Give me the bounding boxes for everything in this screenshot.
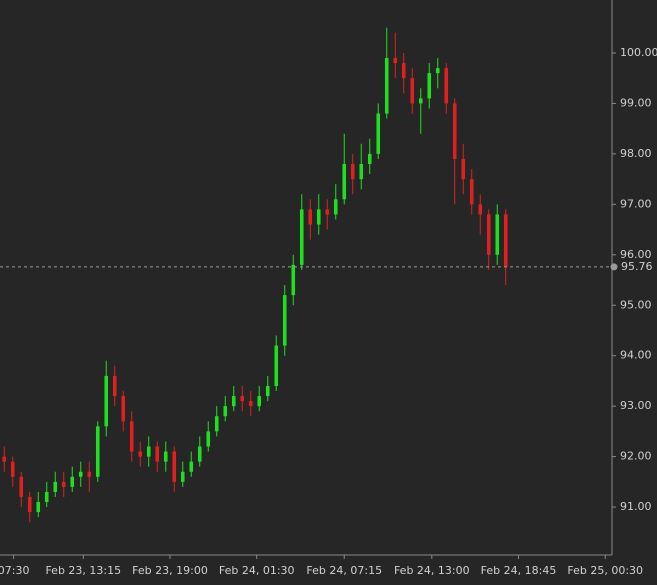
x-tick-label: 07:30 — [0, 564, 29, 577]
y-tick-label: 93.00 — [620, 399, 652, 412]
candle-body — [19, 476, 24, 497]
candle-body — [265, 385, 270, 397]
x-tick-label: Feb 23, 19:00 — [132, 564, 208, 577]
candle-body — [36, 502, 41, 513]
candle-body — [214, 416, 219, 432]
candle-body — [367, 153, 372, 164]
x-tick-label: Feb 24, 07:15 — [306, 564, 382, 577]
candle-body — [308, 209, 313, 225]
candle-body — [27, 496, 32, 513]
candle-body — [44, 491, 49, 503]
candle-body — [452, 103, 457, 159]
y-tick-label: 98.00 — [620, 147, 652, 160]
candle-body — [274, 345, 279, 386]
y-tick-label: 95.00 — [620, 298, 652, 311]
candle-body — [384, 58, 389, 114]
candle-body — [87, 471, 92, 477]
candle-body — [53, 481, 58, 492]
candle-body — [410, 78, 415, 104]
candle-body — [189, 461, 194, 472]
candle-body — [418, 98, 423, 104]
last-price-dot — [610, 263, 618, 271]
candle-body — [70, 476, 75, 487]
x-tick-label: Feb 25, 00:30 — [567, 564, 643, 577]
x-tick-label: Feb 24, 18:45 — [481, 564, 557, 577]
candle-body — [469, 179, 474, 205]
y-tick-label: 91.00 — [620, 500, 652, 513]
candle-body — [359, 163, 364, 180]
x-tick-label: Feb 24, 01:30 — [219, 564, 295, 577]
candle-body — [435, 68, 440, 74]
y-tick-label: 92.00 — [620, 450, 652, 463]
candle-body — [121, 396, 126, 422]
candle-body — [486, 214, 491, 255]
candle-body — [342, 163, 347, 200]
candle-body — [180, 471, 185, 482]
candle-body — [248, 401, 253, 407]
y-tick-label: 100.00 — [620, 46, 657, 59]
candle-body — [376, 113, 381, 154]
candle-body — [444, 68, 449, 104]
candle-body — [163, 451, 168, 462]
y-tick-label: 96.00 — [620, 248, 652, 261]
candle-body — [461, 158, 466, 180]
candle-body — [478, 204, 483, 215]
y-tick-label: 97.00 — [620, 197, 652, 210]
candle-body — [146, 446, 151, 457]
candle-body — [78, 471, 83, 477]
last-price-label: 95.76 — [621, 260, 653, 273]
candle-body — [231, 396, 236, 407]
candle-body — [112, 375, 117, 397]
candle-body — [325, 209, 330, 215]
candle-body — [197, 446, 202, 462]
candle-body — [223, 406, 228, 417]
candle-body — [138, 451, 143, 457]
candle-body — [282, 295, 287, 346]
candle-body — [240, 396, 245, 402]
candle-body — [61, 481, 66, 487]
candle-body — [503, 214, 508, 267]
x-tick-label: Feb 24, 13:00 — [394, 564, 470, 577]
candle-body — [495, 214, 500, 255]
candle-body — [393, 58, 398, 64]
candle-body — [95, 426, 100, 477]
candle-body — [155, 446, 160, 462]
candle-body — [291, 264, 296, 296]
candle-body — [427, 73, 432, 99]
candle-body — [333, 199, 338, 215]
candle-body — [104, 375, 109, 427]
candle-body — [316, 209, 321, 225]
y-tick-label: 94.00 — [620, 349, 652, 362]
candle-body — [10, 461, 15, 477]
candle-body — [206, 431, 211, 447]
candle-body — [129, 421, 134, 452]
x-tick-label: Feb 23, 13:15 — [45, 564, 121, 577]
candle-body — [2, 456, 7, 462]
candle-body — [257, 396, 262, 407]
candle-body — [299, 209, 304, 265]
candle-body — [350, 163, 355, 180]
candle-body — [172, 451, 177, 482]
y-tick-label: 99.00 — [620, 96, 652, 109]
candle-body — [401, 63, 406, 79]
